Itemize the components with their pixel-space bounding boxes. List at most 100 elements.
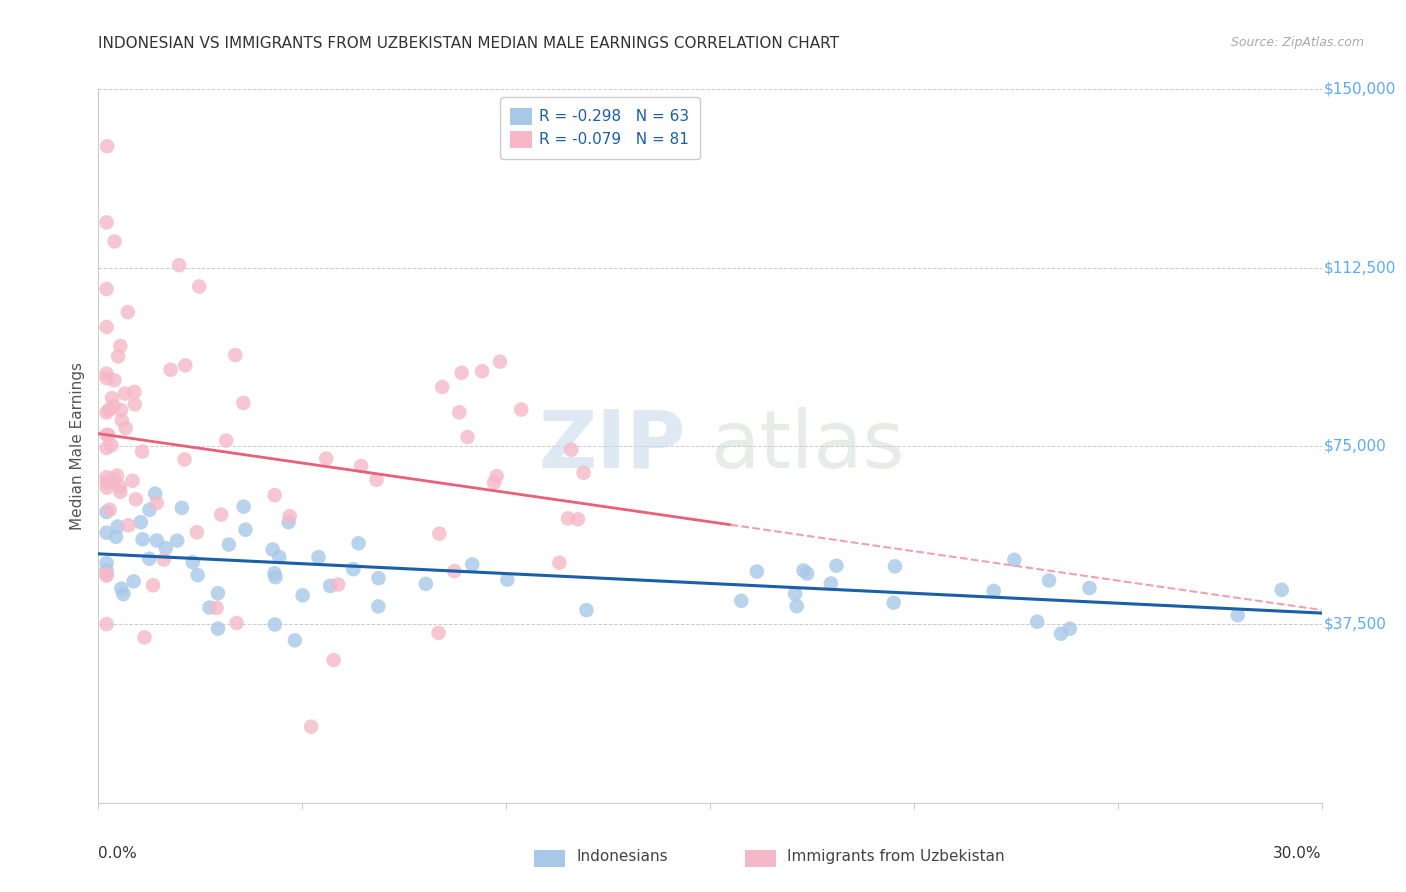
- Point: [97, 428, 120, 442]
- Point: [107, 350, 129, 364]
- Point: [496, 573, 519, 587]
- Point: [96, 556, 118, 570]
- Point: [103, 473, 125, 487]
- Point: [510, 402, 533, 417]
- Point: [1078, 581, 1101, 595]
- Point: [131, 444, 153, 458]
- Point: [1059, 622, 1081, 636]
- Text: atlas: atlas: [710, 407, 904, 485]
- Point: [560, 442, 582, 457]
- Point: [96, 215, 118, 229]
- Point: [143, 486, 166, 500]
- Point: [456, 430, 478, 444]
- Text: $112,500: $112,500: [1324, 260, 1396, 275]
- Point: [328, 577, 350, 591]
- Text: $37,500: $37,500: [1324, 617, 1386, 632]
- Point: [263, 566, 285, 581]
- Point: [796, 566, 818, 581]
- Point: [110, 484, 132, 499]
- Point: [103, 373, 125, 387]
- Point: [461, 558, 484, 572]
- Point: [187, 568, 209, 582]
- Text: $150,000: $150,000: [1324, 82, 1396, 96]
- Point: [96, 525, 118, 540]
- Point: [138, 551, 160, 566]
- Point: [366, 473, 388, 487]
- Point: [745, 565, 768, 579]
- Point: [205, 600, 228, 615]
- Point: [152, 552, 174, 566]
- Point: [427, 626, 450, 640]
- Point: [235, 523, 257, 537]
- Text: 0.0%: 0.0%: [98, 846, 138, 861]
- Point: [131, 533, 153, 547]
- Point: [167, 258, 190, 272]
- Point: [883, 596, 905, 610]
- Point: [347, 536, 370, 550]
- Point: [983, 583, 1005, 598]
- Point: [820, 576, 842, 591]
- Legend: R = -0.298   N = 63, R = -0.079   N = 81: R = -0.298 N = 63, R = -0.079 N = 81: [499, 97, 700, 159]
- Point: [142, 578, 165, 592]
- Point: [96, 405, 118, 419]
- Point: [103, 399, 125, 413]
- Point: [174, 359, 197, 373]
- Point: [427, 526, 450, 541]
- Point: [299, 720, 322, 734]
- Point: [110, 403, 132, 417]
- Point: [96, 563, 118, 577]
- Point: [96, 367, 118, 381]
- Point: [277, 515, 299, 529]
- Point: [96, 441, 118, 455]
- Point: [96, 505, 118, 519]
- Point: [232, 396, 254, 410]
- Point: [449, 405, 471, 419]
- Point: [209, 508, 232, 522]
- Point: [159, 362, 181, 376]
- Point: [825, 558, 848, 573]
- Point: [121, 474, 143, 488]
- Point: [1002, 553, 1025, 567]
- Point: [350, 458, 373, 473]
- Point: [122, 574, 145, 589]
- Point: [188, 279, 211, 293]
- Point: [101, 391, 124, 405]
- Point: [367, 599, 389, 614]
- Point: [415, 577, 437, 591]
- Point: [117, 518, 139, 533]
- Point: [170, 500, 193, 515]
- Point: [129, 515, 152, 529]
- Point: [482, 475, 505, 490]
- Point: [105, 468, 128, 483]
- Point: [443, 564, 465, 578]
- Point: [322, 653, 344, 667]
- Point: [572, 466, 595, 480]
- Point: [207, 622, 229, 636]
- Point: [207, 586, 229, 600]
- Point: [489, 354, 512, 368]
- Point: [224, 348, 246, 362]
- Point: [557, 511, 579, 525]
- Point: [367, 571, 389, 585]
- Point: [181, 555, 204, 569]
- Text: 30.0%: 30.0%: [1274, 846, 1322, 861]
- Point: [100, 438, 122, 452]
- Y-axis label: Median Male Earnings: Median Male Earnings: [70, 362, 86, 530]
- Point: [134, 631, 156, 645]
- Point: [110, 582, 132, 596]
- Point: [96, 481, 118, 495]
- Point: [97, 402, 120, 417]
- Point: [575, 603, 598, 617]
- Point: [105, 530, 128, 544]
- Point: [215, 434, 238, 448]
- Text: Source: ZipAtlas.com: Source: ZipAtlas.com: [1230, 36, 1364, 49]
- Point: [104, 235, 127, 249]
- Point: [1026, 615, 1049, 629]
- Point: [342, 562, 364, 576]
- Point: [786, 599, 808, 614]
- Point: [485, 469, 508, 483]
- Point: [1050, 626, 1073, 640]
- Point: [96, 320, 118, 334]
- Point: [218, 538, 240, 552]
- Point: [284, 633, 307, 648]
